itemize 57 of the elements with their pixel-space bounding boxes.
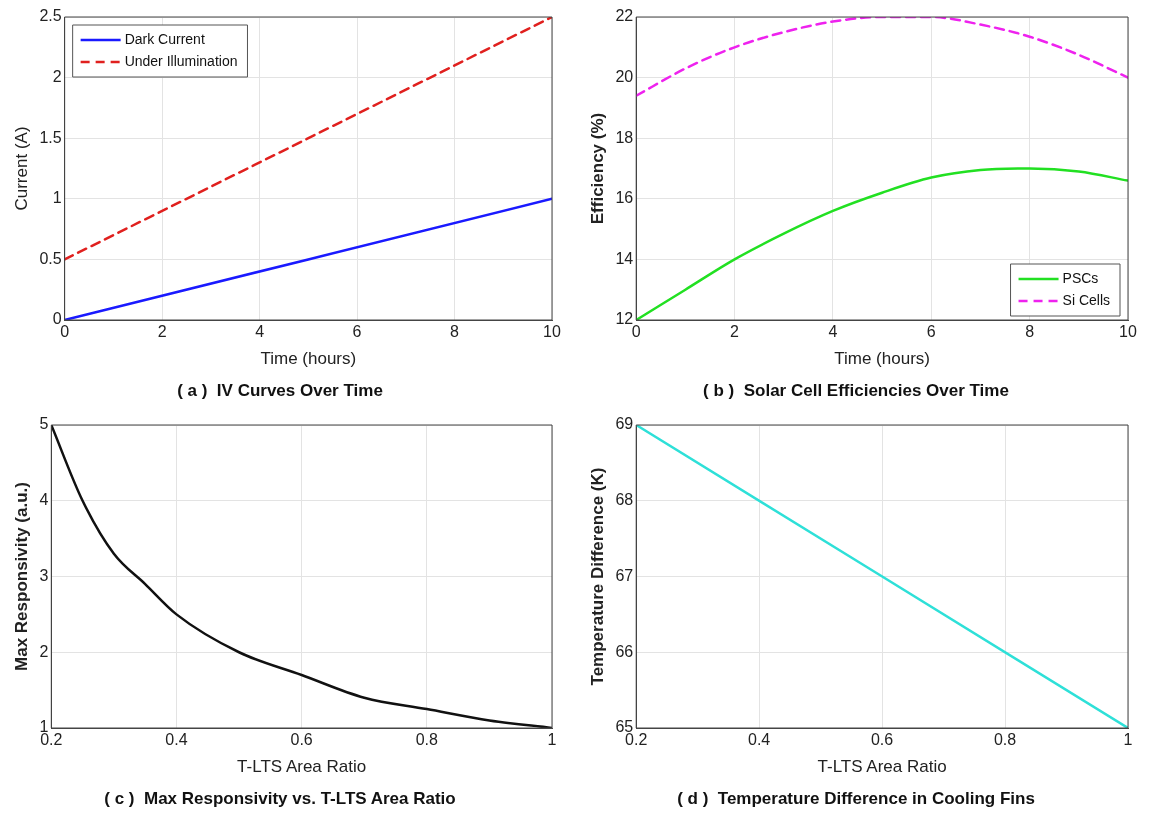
x-tick-label: 4 bbox=[828, 323, 838, 341]
y-tick-label: 0 bbox=[52, 310, 62, 328]
y-axis-title: Max Responsivity (a.u.) bbox=[11, 482, 31, 671]
x-tick-label: 1 bbox=[547, 731, 557, 749]
y-axis-title: Current (A) bbox=[11, 126, 31, 211]
y-tick-label: 14 bbox=[615, 249, 634, 267]
y-tick-label: 2.5 bbox=[39, 7, 62, 25]
x-tick-label: 0.6 bbox=[290, 731, 313, 749]
x-tick-label: 0.8 bbox=[415, 731, 439, 749]
x-tick-label: 10 bbox=[1119, 323, 1137, 341]
y-tick-label: 68 bbox=[615, 491, 634, 509]
x-tick-label: 0.2 bbox=[40, 731, 63, 749]
y-tick-label: 22 bbox=[615, 7, 634, 25]
legend-label: Si Cells bbox=[1062, 291, 1111, 308]
y-tick-label: 20 bbox=[615, 68, 634, 86]
x-axis-title: Time (hours) bbox=[260, 349, 357, 369]
line-series bbox=[51, 425, 552, 728]
x-tick-label: 10 bbox=[543, 323, 561, 341]
y-tick-label: 1 bbox=[52, 189, 62, 207]
y-tick-label: 67 bbox=[615, 566, 634, 584]
x-tick-label: 0.8 bbox=[993, 731, 1017, 749]
y-axis-title: Efficiency (%) bbox=[587, 112, 607, 225]
y-tick-label: 16 bbox=[615, 189, 634, 207]
x-tick-label: 0.6 bbox=[870, 731, 894, 749]
y-tick-label: 4 bbox=[39, 491, 49, 509]
x-tick-label: 6 bbox=[926, 323, 936, 341]
y-tick-label: 18 bbox=[615, 128, 634, 146]
x-tick-label: 0.4 bbox=[165, 731, 188, 749]
x-tick-label: 6 bbox=[352, 323, 362, 341]
x-tick-label: 8 bbox=[450, 323, 460, 341]
y-tick-label: 5 bbox=[39, 415, 49, 433]
x-axis-title: T-LTS Area Ratio bbox=[817, 757, 947, 777]
y-tick-label: 12 bbox=[615, 310, 634, 328]
x-tick-label: 4 bbox=[255, 323, 265, 341]
text: ( c ) Max Responsivity vs. T-LTS Area Ratio bbox=[104, 789, 456, 809]
x-tick-label: 0.2 bbox=[625, 731, 648, 749]
x-tick-label: 2 bbox=[730, 323, 740, 341]
y-tick-label: 69 bbox=[615, 415, 634, 433]
legend-label: Dark Current bbox=[124, 30, 205, 47]
x-tick-label: 2 bbox=[157, 323, 167, 341]
x-axis-title: Time (hours) bbox=[834, 349, 930, 369]
text: ( d ) Temperature Difference in Cooling Fins bbox=[677, 789, 1035, 809]
x-tick-label: 0.4 bbox=[748, 731, 771, 749]
legend-label: Under Illumination bbox=[124, 52, 238, 69]
text: ( a ) IV Curves Over Time bbox=[177, 381, 383, 401]
y-tick-label: 0.5 bbox=[39, 249, 62, 267]
x-axis-title: T-LTS Area Ratio bbox=[237, 757, 367, 777]
x-tick-label: 1 bbox=[1123, 731, 1133, 749]
text: ( b ) Solar Cell Efficiencies Over Time bbox=[703, 381, 1009, 401]
y-axis-title: Temperature Difference (K) bbox=[587, 467, 607, 686]
y-tick-label: 2 bbox=[39, 642, 49, 660]
y-tick-label: 1.5 bbox=[39, 128, 62, 146]
y-tick-label: 2 bbox=[52, 68, 62, 86]
legend-label: PSCs bbox=[1062, 269, 1099, 286]
y-tick-label: 3 bbox=[39, 566, 49, 584]
x-tick-label: 8 bbox=[1025, 323, 1035, 341]
y-tick-label: 66 bbox=[615, 642, 634, 660]
